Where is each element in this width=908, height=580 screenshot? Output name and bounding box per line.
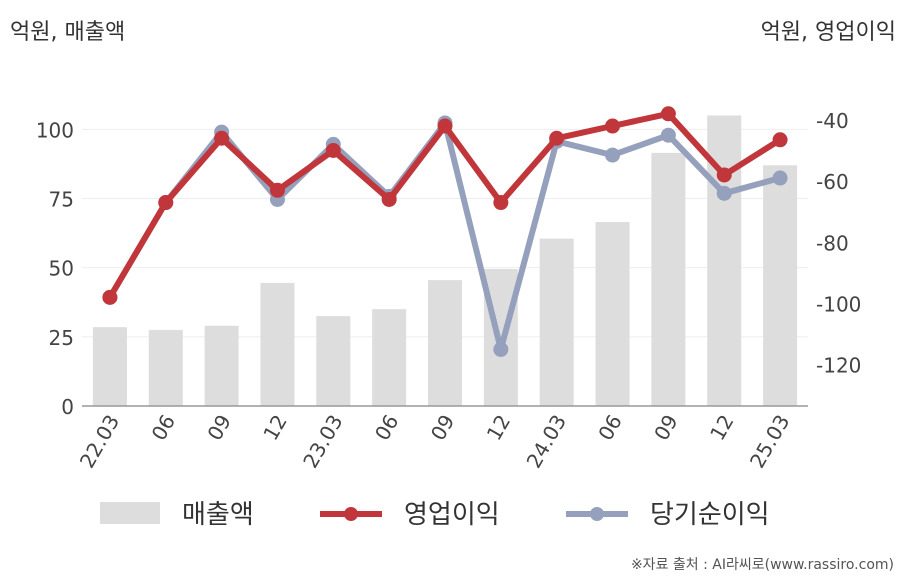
left-tick-2: 50 <box>49 257 74 281</box>
x-tick-5: 06 <box>370 411 404 445</box>
x-tick-4: 23.03 <box>298 411 347 473</box>
bar-revenue-0 <box>92 327 127 406</box>
bar-revenue-4 <box>316 316 351 406</box>
point-operating-profit-0 <box>102 289 118 305</box>
legend-marker-operating-profit <box>344 507 358 521</box>
point-operating-profit-1 <box>158 195 174 211</box>
right-axis-ticks: -40 -60 -80 -100 -120 <box>816 109 861 378</box>
left-tick-3: 75 <box>49 188 74 212</box>
source-note: ※자료 출처 : AI라씨로(www.rassiro.com) <box>630 557 894 573</box>
point-operating-profit-8 <box>549 130 565 146</box>
x-tick-9: 06 <box>593 411 627 445</box>
right-tick-1: -60 <box>816 170 849 194</box>
point-operating-profit-4 <box>325 142 341 158</box>
bar-series <box>92 115 798 406</box>
point-operating-profit-6 <box>437 118 453 134</box>
x-tick-10: 09 <box>649 411 683 445</box>
legend-label-net-income: 당기순이익 <box>650 500 770 530</box>
legend-label-revenue: 매출액 <box>182 500 254 530</box>
left-tick-4: 100 <box>36 118 74 142</box>
bar-revenue-2 <box>204 325 239 406</box>
x-tick-1: 06 <box>147 411 181 445</box>
x-tick-3: 12 <box>258 411 292 445</box>
point-net-income-11 <box>716 185 732 201</box>
x-tick-6: 09 <box>426 411 460 445</box>
point-operating-profit-12 <box>772 132 788 148</box>
point-operating-profit-5 <box>381 191 397 207</box>
point-operating-profit-7 <box>493 195 509 211</box>
point-operating-profit-2 <box>214 130 230 146</box>
bar-revenue-6 <box>428 280 462 406</box>
point-net-income-7 <box>493 341 509 357</box>
point-net-income-10 <box>660 127 676 143</box>
point-operating-profit-3 <box>269 182 285 198</box>
right-tick-0: -40 <box>816 109 849 133</box>
x-tick-0: 22.03 <box>75 411 124 473</box>
right-tick-4: -120 <box>816 354 861 378</box>
right-axis-unit: 억원, 영업이익 <box>760 20 896 45</box>
x-tick-7: 12 <box>482 411 516 445</box>
point-net-income-12 <box>772 170 788 186</box>
legend-swatch-revenue <box>100 502 160 524</box>
point-operating-profit-11 <box>716 167 732 183</box>
point-operating-profit-9 <box>605 118 621 134</box>
legend-label-operating-profit: 영업이익 <box>404 500 500 530</box>
point-net-income-9 <box>605 147 621 163</box>
x-tick-2: 09 <box>202 411 236 445</box>
left-tick-1: 25 <box>49 326 74 350</box>
left-tick-0: 0 <box>61 395 74 419</box>
point-operating-profit-10 <box>660 106 676 122</box>
bar-revenue-3 <box>260 282 295 406</box>
right-tick-2: -80 <box>816 231 849 255</box>
x-tick-12: 25.03 <box>745 411 794 473</box>
bar-revenue-10 <box>651 152 686 406</box>
bar-revenue-5 <box>372 309 407 406</box>
legend-marker-net-income <box>590 507 604 521</box>
left-axis-unit: 억원, 매출액 <box>10 20 126 45</box>
legend: 매출액 영업이익 당기순이익 <box>100 500 770 530</box>
x-axis-ticks: 22.03 06 09 12 23.03 06 09 12 24.03 06 09 12 25.03 <box>75 411 795 473</box>
bar-revenue-1 <box>148 329 183 406</box>
bar-revenue-8 <box>539 238 574 406</box>
bar-revenue-9 <box>595 222 630 406</box>
x-tick-8: 24.03 <box>522 411 571 473</box>
bar-revenue-12 <box>763 165 798 406</box>
left-axis-ticks: 0 25 50 75 100 <box>36 118 74 419</box>
line-series <box>102 106 788 357</box>
x-tick-11: 12 <box>705 411 739 445</box>
right-tick-3: -100 <box>816 292 861 316</box>
